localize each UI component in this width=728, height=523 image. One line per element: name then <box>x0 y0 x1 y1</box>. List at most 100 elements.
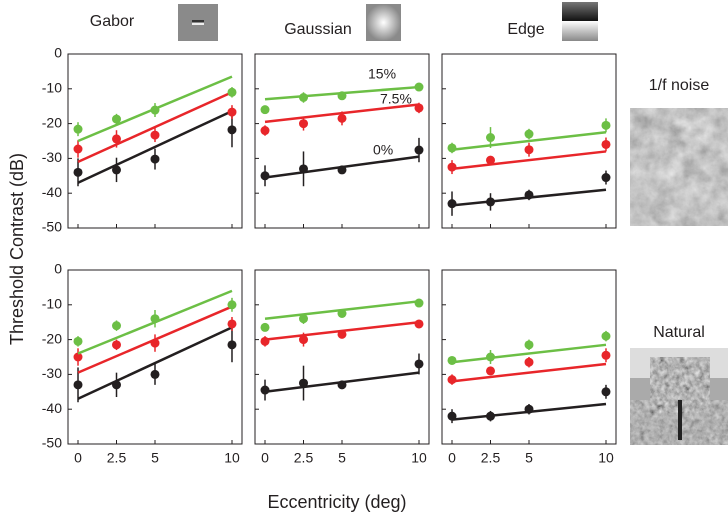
fit-line <box>451 131 607 151</box>
data-point <box>447 199 457 209</box>
data-point <box>112 165 122 175</box>
fit-line <box>77 91 233 164</box>
data-point <box>112 114 122 124</box>
data-point <box>486 197 496 207</box>
x-tick-label: 0 <box>448 450 456 466</box>
data-point <box>73 380 83 390</box>
data-point <box>524 340 534 350</box>
data-point <box>601 139 611 149</box>
data-point <box>601 173 611 183</box>
y-tick-label: -10 <box>42 296 62 312</box>
data-point <box>150 338 160 348</box>
data-point <box>260 336 270 346</box>
column-title: Edge <box>507 21 544 38</box>
data-point <box>486 366 496 376</box>
data-point <box>260 126 270 136</box>
data-point <box>414 319 424 329</box>
x-tick-label: 5 <box>338 450 346 466</box>
data-point <box>150 154 160 164</box>
y-tick-label: -40 <box>42 400 62 416</box>
fit-line <box>77 326 233 400</box>
data-point <box>601 387 611 397</box>
data-point <box>299 314 309 324</box>
data-point <box>447 411 457 421</box>
gabor-stripe <box>192 23 204 25</box>
y-tick-label: -50 <box>42 219 62 235</box>
fit-line <box>77 109 233 184</box>
data-point <box>227 340 237 350</box>
x-tick-label: 2.5 <box>481 450 501 466</box>
data-point <box>447 355 457 365</box>
data-point <box>447 162 457 172</box>
data-point <box>112 321 122 331</box>
row-label: Natural <box>653 324 705 341</box>
y-axis-label: Threshold Contrast (dB) <box>7 153 27 345</box>
data-point <box>447 143 457 153</box>
x-tick-label: 5 <box>525 450 533 466</box>
data-point <box>150 369 160 379</box>
annotation: 7.5% <box>380 91 412 107</box>
data-point <box>486 133 496 143</box>
data-point <box>73 352 83 362</box>
data-point <box>524 190 534 200</box>
column-title: Gabor <box>90 13 135 30</box>
natural-trunk <box>678 400 682 440</box>
data-point <box>601 120 611 130</box>
annotation: 0% <box>373 142 393 158</box>
data-point <box>227 300 237 310</box>
x-tick-label: 5 <box>151 450 159 466</box>
data-point <box>337 113 347 123</box>
data-point <box>299 93 309 102</box>
data-point <box>414 359 424 369</box>
data-point <box>73 336 83 346</box>
x-tick-label: 2.5 <box>294 450 314 466</box>
x-tick-label: 0 <box>261 450 269 466</box>
data-point <box>112 134 122 144</box>
data-point <box>524 129 534 139</box>
axes-frame <box>254 269 430 445</box>
data-point <box>601 350 611 360</box>
annotation: 15% <box>368 66 396 82</box>
data-point <box>486 155 496 165</box>
data-point <box>337 309 347 318</box>
gabor-stripe <box>192 20 204 22</box>
gabor-icon <box>178 4 218 41</box>
natural-tree <box>650 357 710 413</box>
data-point <box>299 164 309 174</box>
data-point <box>150 314 160 324</box>
data-point <box>73 167 83 177</box>
data-point <box>337 165 347 175</box>
x-tick-label: 10 <box>598 450 614 466</box>
data-point <box>524 404 534 414</box>
data-point <box>414 298 424 308</box>
data-point <box>299 378 309 388</box>
data-point <box>414 145 424 155</box>
x-tick-label: 2.5 <box>107 450 127 466</box>
data-point <box>260 385 270 395</box>
y-tick-label: -30 <box>42 149 62 165</box>
fit-line <box>451 343 607 364</box>
y-tick-label: 0 <box>54 261 62 277</box>
y-tick-label: -20 <box>42 114 62 130</box>
y-tick-label: -10 <box>42 80 62 96</box>
data-point <box>337 380 347 390</box>
data-point <box>337 91 347 101</box>
fit-line <box>451 362 607 383</box>
data-point <box>486 352 496 362</box>
data-point <box>260 171 270 181</box>
data-point <box>601 331 611 341</box>
data-point <box>227 319 237 329</box>
data-point <box>524 145 534 155</box>
data-point <box>112 380 122 390</box>
data-point <box>150 130 160 140</box>
data-point <box>414 103 424 113</box>
data-point <box>227 107 237 117</box>
data-point <box>73 144 83 154</box>
y-tick-label: -40 <box>42 184 62 200</box>
y-tick-label: -30 <box>42 365 62 381</box>
x-axis-label: Eccentricity (deg) <box>267 492 406 512</box>
data-point <box>73 124 83 134</box>
data-point <box>299 335 309 345</box>
data-point <box>227 125 237 135</box>
axes-frame <box>254 53 430 229</box>
